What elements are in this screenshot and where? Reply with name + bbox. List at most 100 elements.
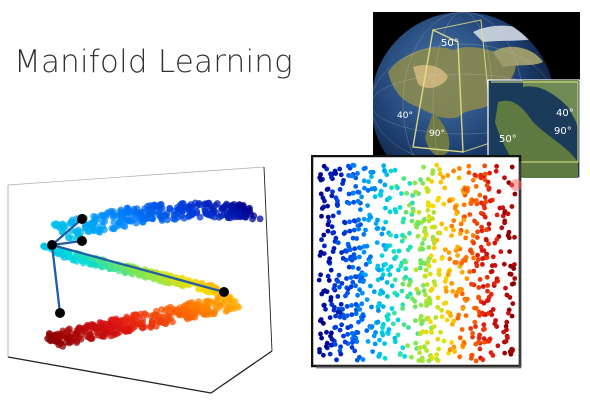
scatter-point (417, 265, 423, 271)
scatter-point (462, 186, 468, 192)
scatter-point (355, 189, 361, 195)
scatter-point (500, 205, 506, 211)
scatter-point (99, 324, 107, 332)
scatter-point (233, 302, 241, 310)
highlight-point (510, 179, 522, 191)
scatter-point (509, 313, 515, 319)
scatter-point (40, 242, 47, 250)
scatter-point (435, 336, 441, 342)
scatter-point (422, 344, 427, 350)
scatter-point (379, 231, 385, 237)
scatter-point (508, 271, 514, 277)
scatter-point (357, 254, 362, 260)
scatter-point (139, 324, 147, 332)
scatter-point (474, 263, 480, 269)
globe-map-figure: 50° 40° 90° 40° 50° 90° (373, 12, 580, 178)
scatter-point (484, 237, 489, 243)
scatter-point (319, 206, 325, 211)
scatter-point (353, 302, 359, 307)
scatter-point (468, 248, 473, 254)
scatter-point (178, 208, 186, 216)
scatter-point (361, 232, 367, 237)
scatter-point (402, 354, 407, 359)
scatter-point (223, 303, 231, 311)
scatter-point (504, 327, 509, 333)
scatter-point (110, 212, 118, 219)
scatter-point (424, 282, 430, 287)
scatter-point (470, 334, 475, 340)
scatter-point (413, 318, 418, 324)
scatter-point (409, 354, 414, 360)
scatter-point (354, 339, 360, 344)
scatter-point (425, 340, 430, 346)
scatter-point (355, 292, 360, 298)
scatter-point (87, 260, 95, 268)
scatter-point (357, 287, 362, 293)
scatter-point (337, 310, 343, 315)
scatter-point (415, 221, 421, 227)
scatter-point (134, 269, 142, 276)
scatter-point (472, 172, 478, 178)
scatter-point (336, 272, 342, 278)
scatter-point (152, 207, 160, 215)
scatter-point (143, 214, 151, 222)
scatter-point (324, 329, 329, 335)
scatter-point (511, 281, 517, 286)
scatter-point (443, 285, 449, 291)
scatter-point (441, 201, 447, 207)
scatter-point (459, 291, 465, 297)
scatter-point (397, 352, 403, 357)
scatter-point (73, 251, 80, 259)
scatter-point (236, 201, 243, 209)
scatter-point (376, 354, 382, 359)
scatter-point (472, 218, 477, 224)
scatter-point (329, 302, 335, 307)
scatter-point (480, 262, 485, 267)
scatter-point (430, 216, 435, 221)
scatter-point (328, 295, 334, 300)
scatter-point (384, 280, 390, 285)
scatter-point (344, 304, 350, 309)
scatter-point (389, 306, 395, 311)
scatter-point (480, 357, 486, 363)
scatter-point (353, 274, 358, 279)
scatter-point (191, 302, 199, 310)
scatter-point (317, 175, 323, 181)
scatter-point (451, 168, 456, 174)
scatter-point (445, 173, 451, 178)
scatter-point (406, 325, 411, 330)
scatter-point (380, 272, 386, 278)
scatter-point (79, 256, 87, 264)
scatter-point (331, 286, 337, 292)
scatter-point (451, 227, 456, 233)
scatter-point (164, 305, 171, 313)
scatter-point (345, 290, 350, 296)
scatter-point (498, 249, 504, 255)
scatter-point (475, 235, 480, 240)
scatter-point (346, 244, 352, 249)
scatter-point (410, 208, 416, 214)
scatter-point (365, 203, 370, 208)
scatter-point (451, 344, 457, 350)
scatter-point (363, 272, 368, 278)
scatter-point (489, 269, 495, 274)
node-point (77, 236, 87, 246)
scatter-point (186, 314, 193, 321)
scatter-point (409, 200, 415, 206)
scatter-point (436, 267, 442, 273)
scatter-point (408, 279, 413, 284)
scatter-point (485, 288, 490, 294)
scatter-point (353, 311, 359, 317)
scatter-point (363, 262, 369, 267)
scatter-point (385, 294, 390, 299)
scatter-point (382, 182, 388, 188)
scatter-point (400, 345, 406, 351)
scatter-point (376, 308, 381, 313)
scatter-point (512, 191, 518, 197)
inset-label: 50° (499, 134, 517, 145)
scatter-point (409, 296, 415, 302)
scatter-point (492, 240, 498, 246)
scatter-point (357, 273, 363, 278)
scatter-point (146, 208, 154, 216)
scatter-point (333, 313, 338, 319)
